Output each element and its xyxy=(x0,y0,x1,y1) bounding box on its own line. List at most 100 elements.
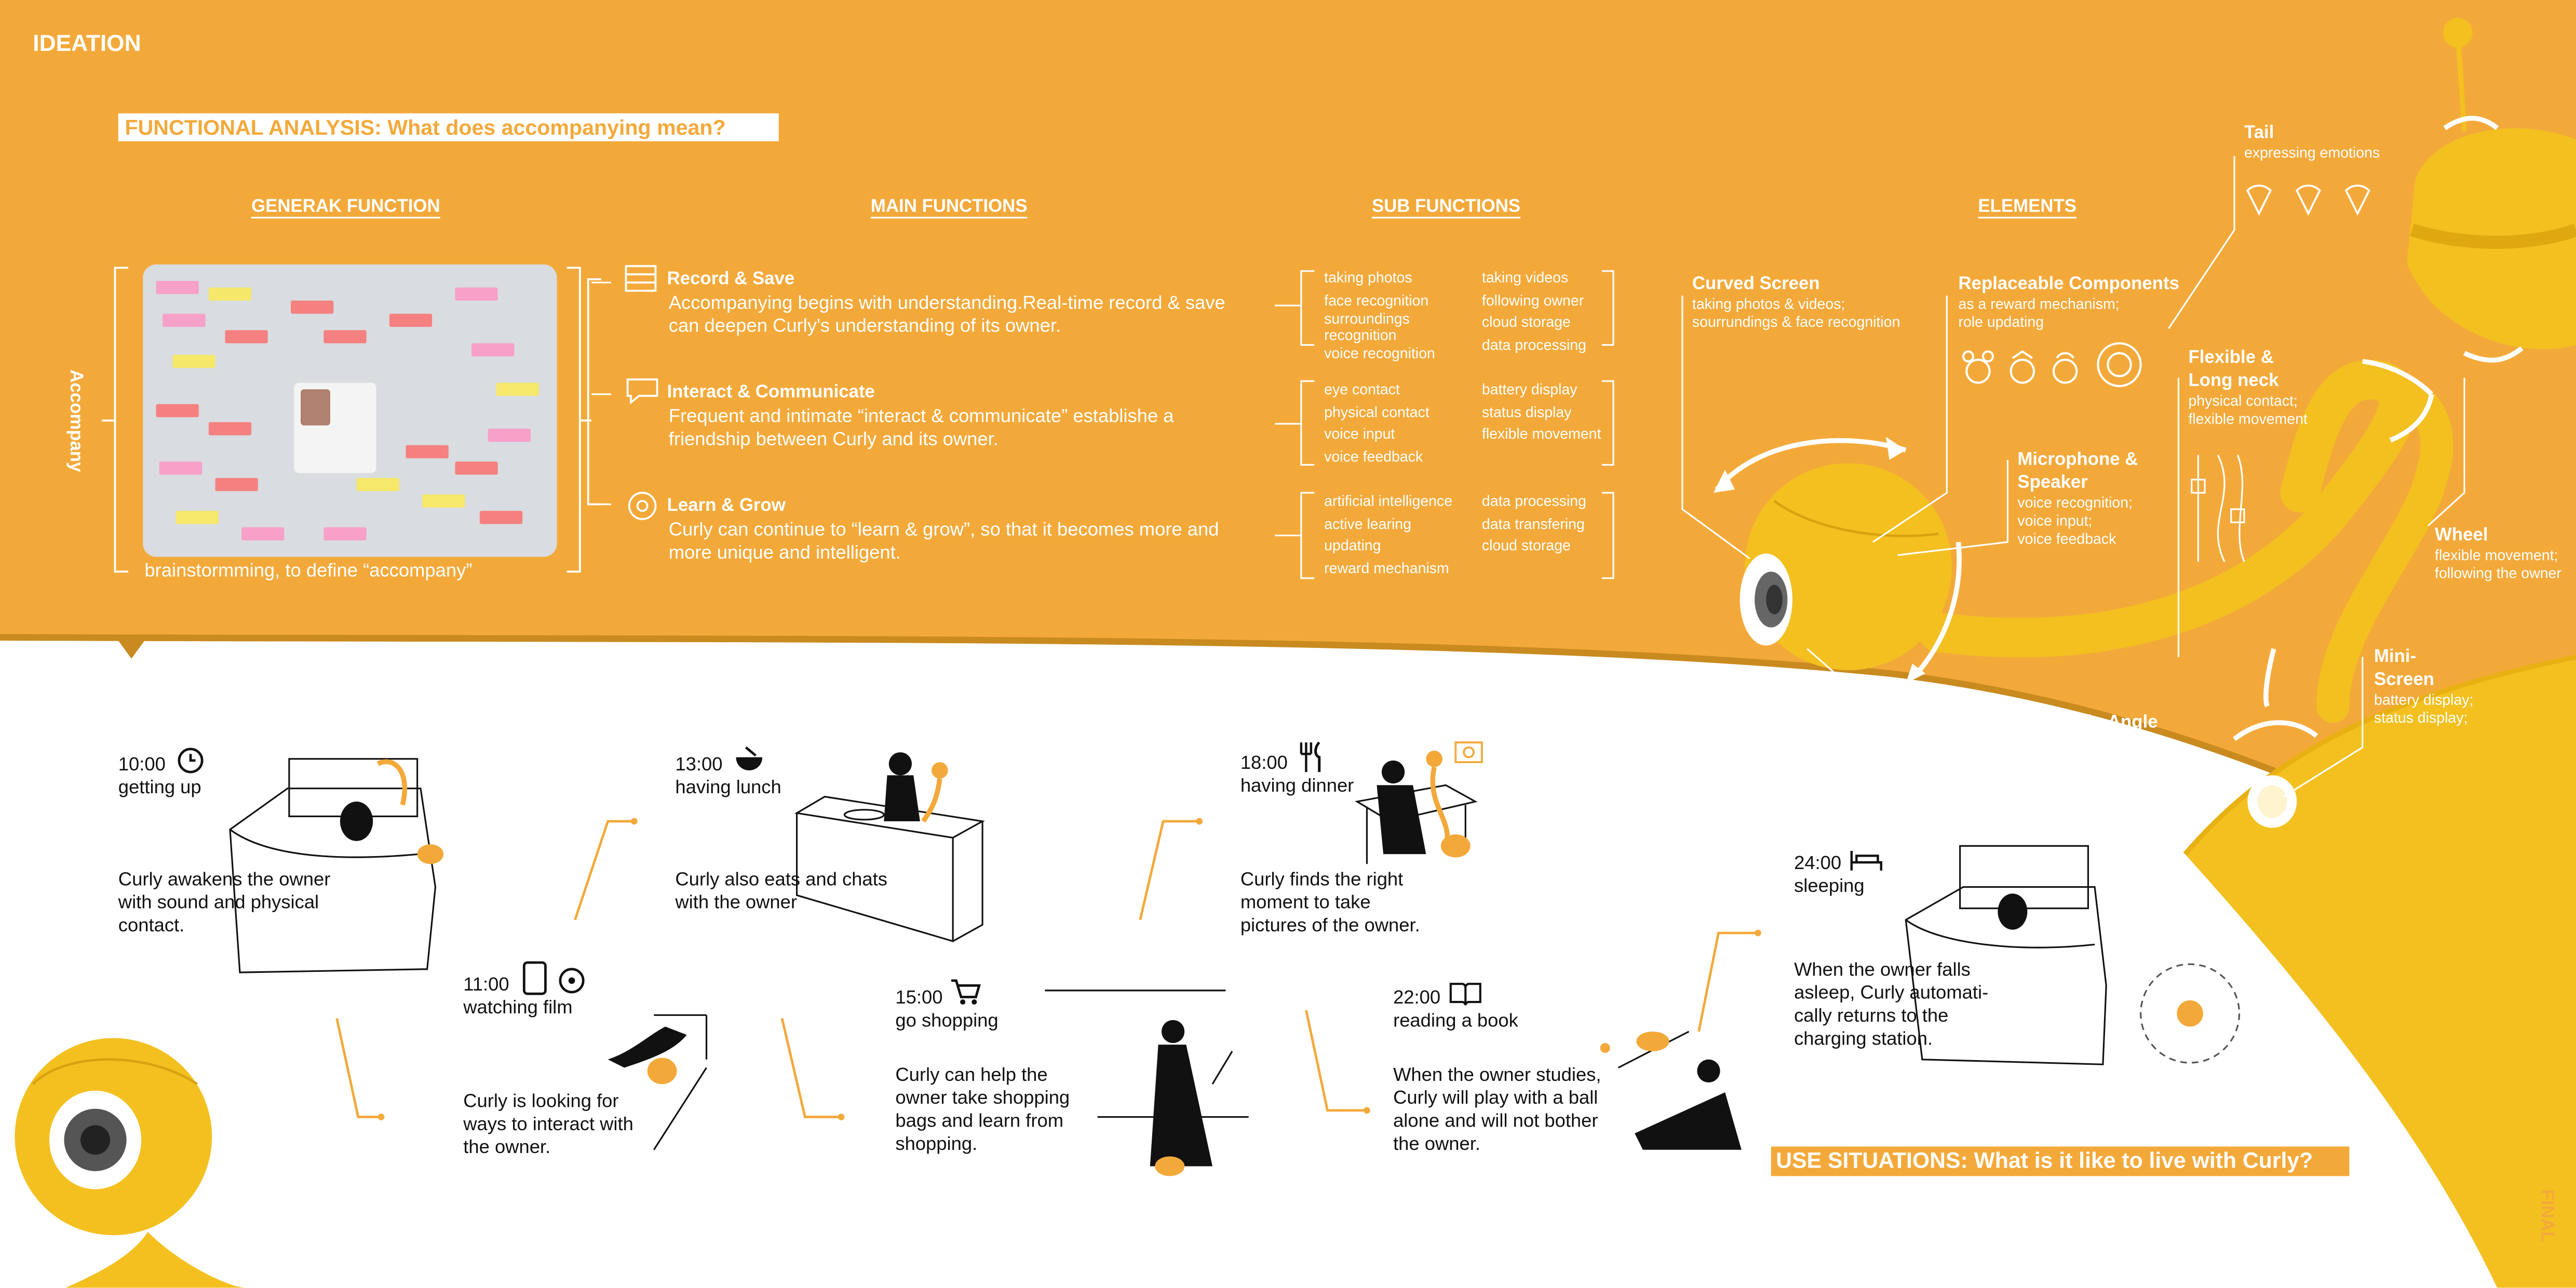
situation-time: 22:00 xyxy=(1393,988,1441,1009)
sub-function-item: data processing xyxy=(1481,493,1586,509)
element-text: physical contact; flexible movement xyxy=(2188,392,2308,427)
book-icon xyxy=(1449,981,1482,1015)
column-header-general: GENERAK FUNCTION xyxy=(251,197,440,217)
situation-having-lunch: 13:00 having lunch xyxy=(675,754,781,800)
situation-activity: sleeping xyxy=(1794,877,1865,897)
analysis-title: FUNCTIONAL ANALYSIS: What does accompany… xyxy=(118,113,779,142)
bowl-icon xyxy=(733,744,765,782)
sub-function-item: taking photos xyxy=(1324,269,1412,286)
brainstorm-photo xyxy=(143,264,557,557)
situation-time: 18:00 xyxy=(1240,754,1288,774)
situation-desc: Curly is looking for ways to interact wi… xyxy=(463,1092,633,1158)
sub-function-item: cloud storage xyxy=(1481,314,1571,331)
situation-desc: Curly can help the owner take shopping b… xyxy=(895,1066,1070,1155)
element-title: Tail xyxy=(2244,123,2274,143)
element-curved-screen: Curved Screen taking photos & videos; so… xyxy=(1692,273,1900,332)
situation-desc: Curly finds the right moment to take pic… xyxy=(1240,870,1420,937)
neck-sketch xyxy=(2188,447,2254,578)
main-function-text: Curly can continue to “learn & grow”, so… xyxy=(668,520,1219,564)
situation-time: 15:00 xyxy=(895,988,943,1009)
element-tail: Tail expressing emotions xyxy=(2244,121,2380,162)
main-function-title: Learn & Grow xyxy=(667,496,786,516)
sub-function-list: taking photos face recognition surroundi… xyxy=(1324,268,1435,366)
situation-time: 24:00 xyxy=(1794,854,1842,874)
sub-function-list: eye contact physical contact voice input… xyxy=(1324,379,1429,469)
sub-function-item: face recognition xyxy=(1324,291,1429,308)
element-title: Replaceable Components xyxy=(1958,274,2179,294)
sub-function-item: active learing xyxy=(1324,515,1411,532)
situation-time: 10:00 xyxy=(118,755,166,776)
column-header-sub: SUB FUNCTIONS xyxy=(1371,197,1521,217)
record-icon xyxy=(624,264,657,302)
brainstorm-caption: brainstormming, to define “accompany” xyxy=(144,562,473,582)
sub-function-item: surroundings xyxy=(1324,310,1410,328)
sub-function-item: voice feedback xyxy=(1324,448,1423,465)
sub-function-list: battery display status display flexible … xyxy=(1482,379,1601,446)
situation-time: 13:00 xyxy=(675,755,723,776)
use-situations-title: USE SITUATIONS: What is it like to live … xyxy=(1771,1146,2350,1176)
sub-function-item: data transfering xyxy=(1481,515,1585,532)
sub-function-list: artificial intelligence active learing u… xyxy=(1324,491,1452,580)
element-title: Curved Screen xyxy=(1692,274,1820,294)
sub-function-item: taking videos xyxy=(1481,269,1569,286)
element-camera: Wide-Angle Camera simulated real eyeball… xyxy=(2058,711,2213,793)
situation-activity: reading a book xyxy=(1393,1012,1518,1032)
cart-icon xyxy=(950,978,982,1015)
sub-function-item: following owner xyxy=(1481,291,1584,308)
sub-function-item: data processing xyxy=(1481,336,1586,353)
sub-function-item: artificial intelligence xyxy=(1324,493,1453,509)
chat-icon xyxy=(624,376,660,414)
situation-desc: Curly also eats and chats with the owner xyxy=(675,870,887,914)
bed-icon xyxy=(1850,844,1883,882)
situation-watching-film: 11:00 watching film xyxy=(463,974,572,1020)
sub-function-item: eye contact xyxy=(1324,381,1400,398)
element-text: voice recognition; voice input; voice fe… xyxy=(2017,494,2133,547)
fork-knife-icon xyxy=(1296,741,1326,782)
column-header-main: MAIN FUNCTIONS xyxy=(870,197,1028,217)
accompany-label: Accompany xyxy=(65,369,86,472)
accompany-label-wrap: Accompany xyxy=(59,370,92,484)
situation-time: 11:00 xyxy=(463,975,509,996)
component-icons xyxy=(1962,335,2146,409)
brain-icon xyxy=(624,490,660,531)
sub-function-item: reward mechanism xyxy=(1324,560,1449,576)
situation-reading: 22:00 reading a book xyxy=(1393,987,1518,1034)
element-mini-screen: Mini- Screen battery display; status dis… xyxy=(2374,645,2474,727)
element-text: flexible movement; following the owner xyxy=(2435,547,2561,582)
element-title: Flexible & Long neck xyxy=(2188,348,2279,391)
sub-function-list: data processing data transfering cloud s… xyxy=(1482,491,1586,558)
situation-desc: When the owner falls asleep, Curly autom… xyxy=(1794,960,1989,1050)
main-function-title: Interact & Communicate xyxy=(667,383,875,403)
element-neck: Flexible & Long neck physical contact; f… xyxy=(2188,347,2308,429)
alarm-clock-icon xyxy=(174,742,207,783)
situation-desc: Curly awakens the owner with sound and p… xyxy=(118,870,331,937)
element-title: Mini- Screen xyxy=(2373,647,2435,690)
situation-go-shopping: 15:00 go shopping xyxy=(895,987,998,1034)
situation-getting-up: 10:00 getting up xyxy=(118,754,201,800)
situation-activity: having dinner xyxy=(1240,777,1354,797)
element-text: as a reward mechanism; role updating xyxy=(1958,295,2120,330)
element-replaceable: Replaceable Components as a reward mecha… xyxy=(1958,273,2179,332)
tablet-icon xyxy=(522,961,588,1005)
situation-activity: watching film xyxy=(463,998,573,1019)
sub-function-item: voice input xyxy=(1324,426,1395,442)
main-function-text: Frequent and intimate “interact & commun… xyxy=(668,407,1174,450)
final-label-wrap: FINAL xyxy=(2533,1189,2566,1271)
sub-function-list: taking videos following owner cloud stor… xyxy=(1482,268,1586,357)
element-title: Wide-Angle Camera xyxy=(2058,713,2158,756)
element-title: Microphone & Speaker xyxy=(2017,450,2138,493)
column-header-elements: ELEMENTS xyxy=(1978,197,2076,217)
element-title: Wheel xyxy=(2435,525,2488,546)
main-function-text: Accompanying begins with understanding.R… xyxy=(668,294,1225,337)
sub-function-item: physical contact xyxy=(1324,403,1429,420)
sub-function-item: status display xyxy=(1481,403,1572,420)
situation-desc: When the owner studies, Curly will play … xyxy=(1393,1066,1601,1155)
situation-sleeping: 24:00 sleeping xyxy=(1794,852,1865,899)
sub-function-item: flexible movement xyxy=(1481,426,1601,442)
sub-function-item: recognition xyxy=(1324,327,1397,344)
sub-function-item: battery display xyxy=(1481,381,1577,398)
element-text: taking photos & videos; sourrundings & f… xyxy=(1692,295,1900,330)
tail-emotion-icons xyxy=(2241,181,2376,228)
